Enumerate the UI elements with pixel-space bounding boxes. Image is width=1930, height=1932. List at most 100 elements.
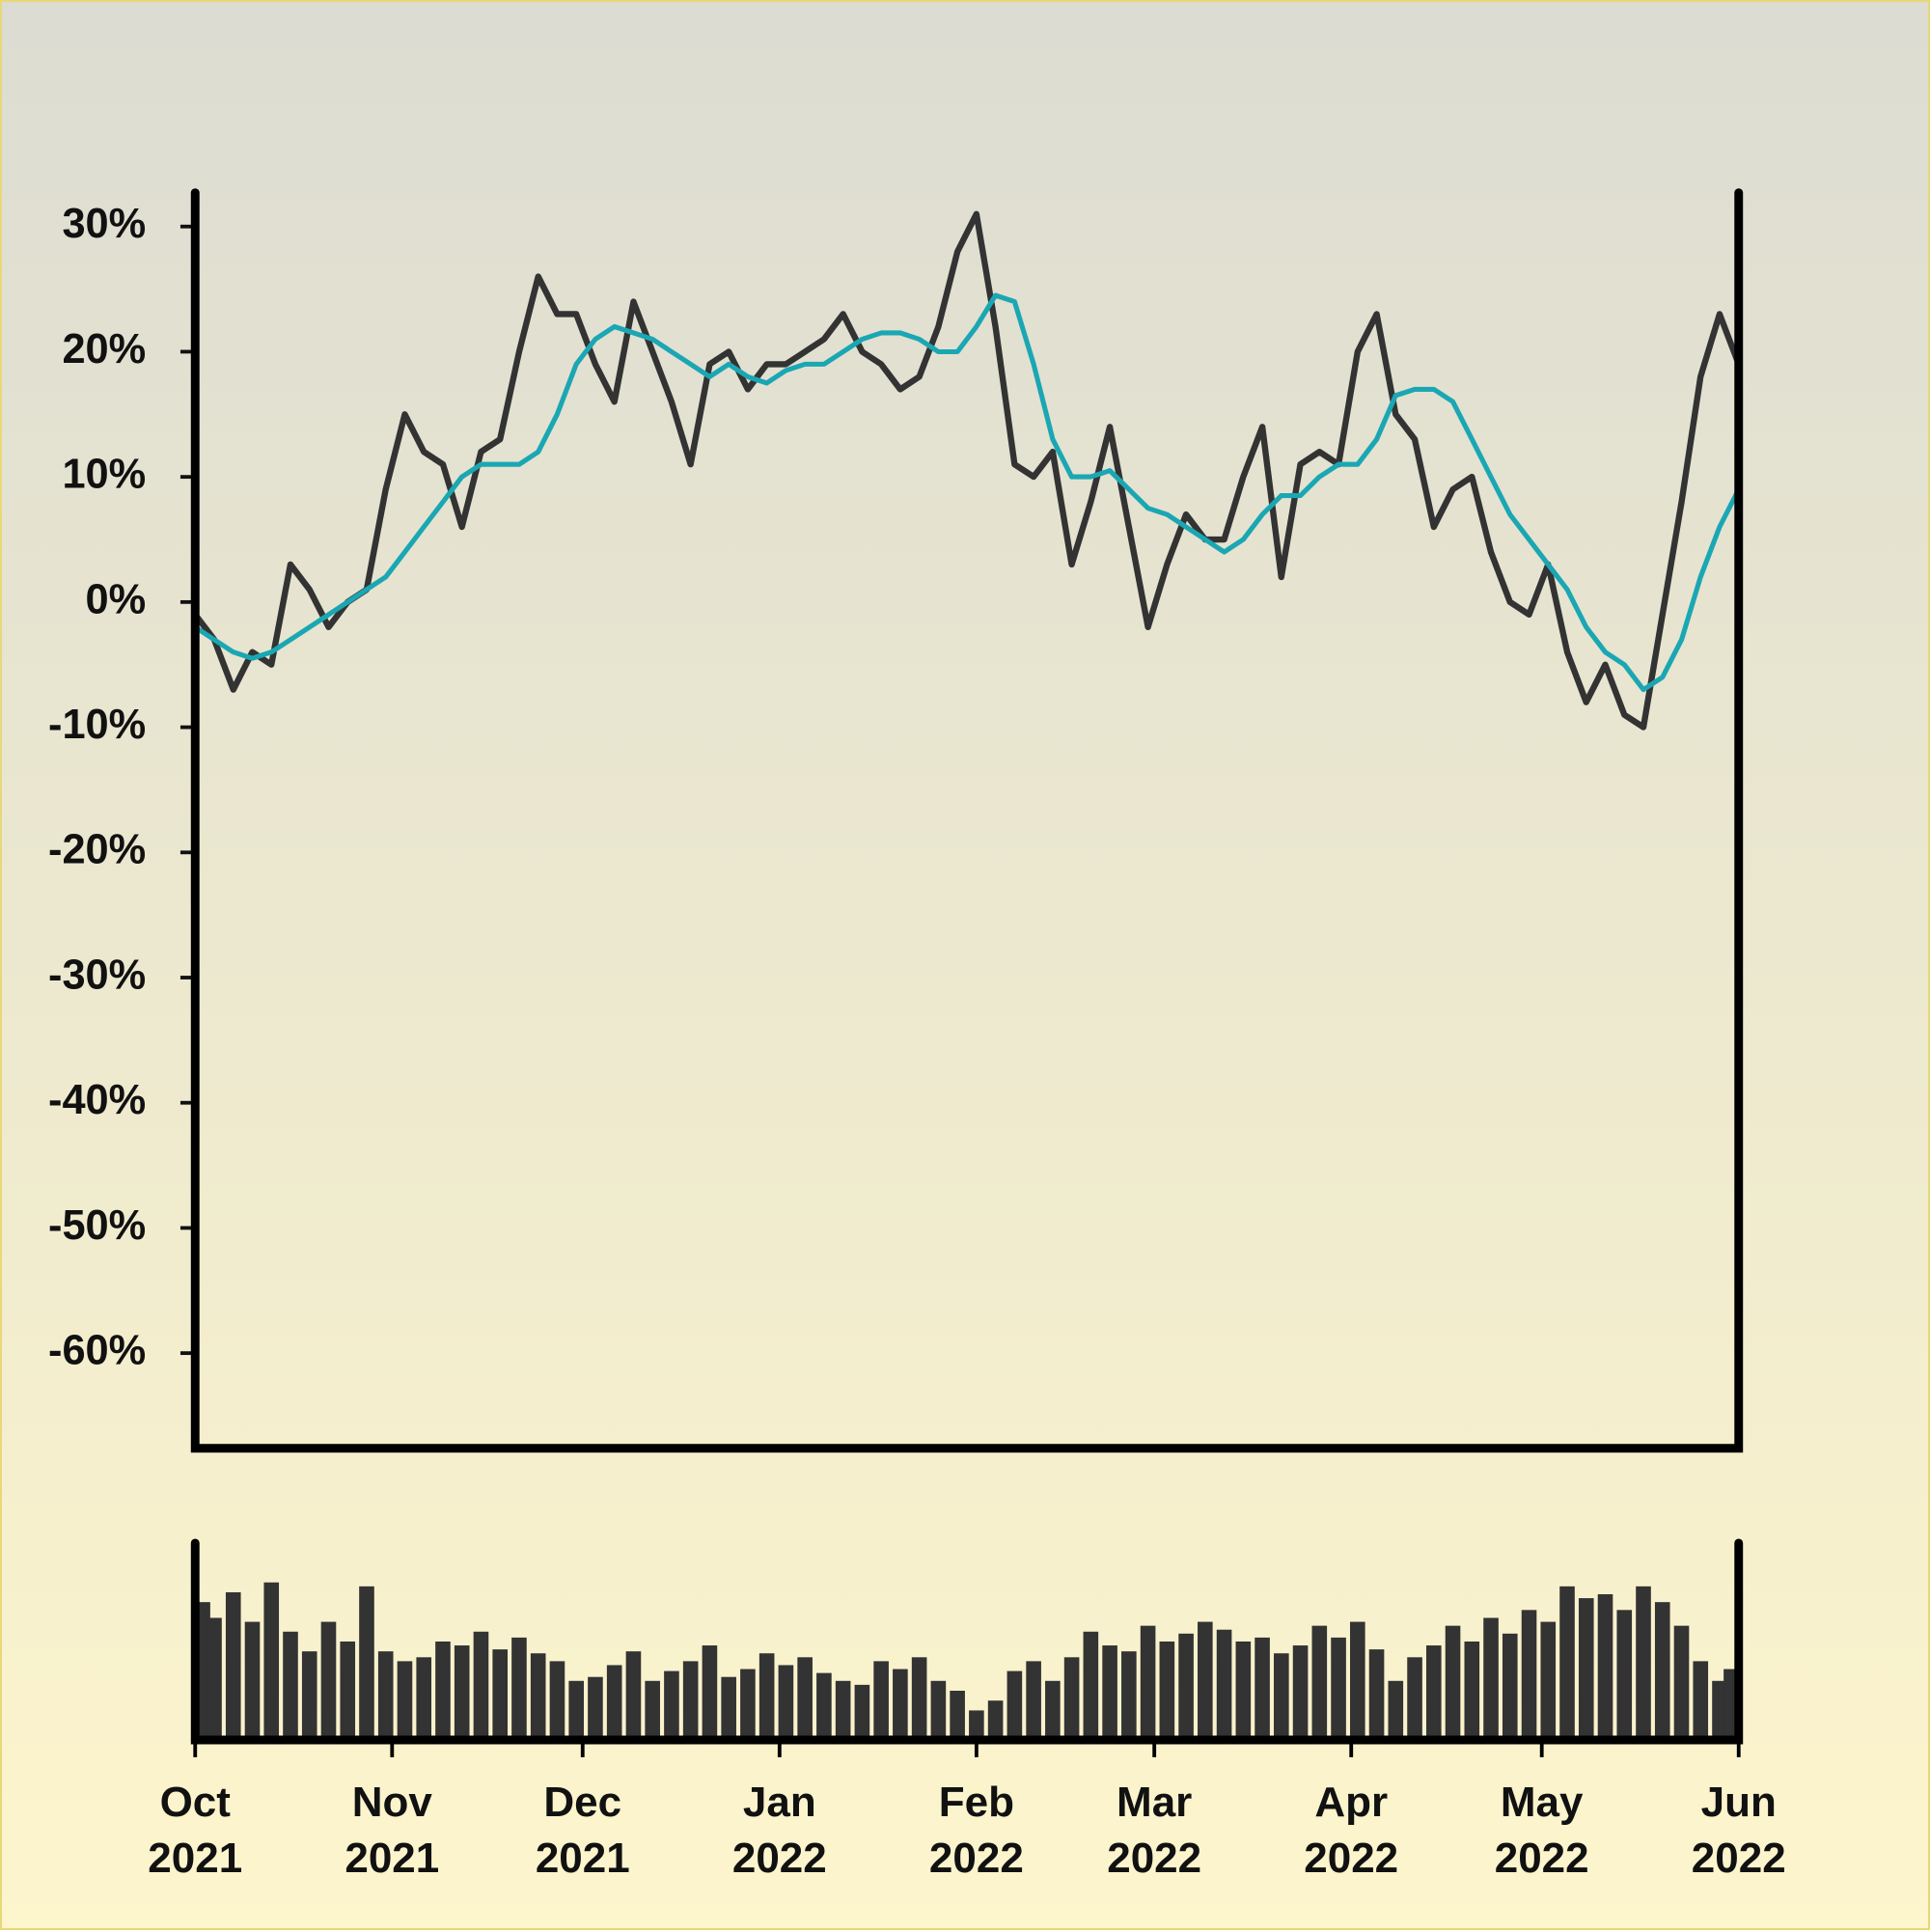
volume-bar (987, 1700, 1004, 1741)
volume-bar (283, 1631, 298, 1741)
y-tick-label: -60% (48, 1328, 146, 1374)
volume-bar (1045, 1680, 1061, 1741)
y-tick-label: -50% (48, 1202, 146, 1249)
volume-bar (263, 1582, 280, 1741)
volume-bar (1521, 1610, 1537, 1741)
axis-frame (190, 1538, 1744, 1745)
y-tick-label: 10% (62, 452, 146, 498)
axis-frame (190, 188, 1744, 1453)
y-tick-label: -10% (48, 702, 146, 748)
x-tick-label: Jan 2022 (731, 1778, 827, 1882)
volume-bar (645, 1680, 660, 1741)
volume-bar (1425, 1645, 1442, 1741)
volume-bar (854, 1684, 870, 1741)
x-tick-label: May 2022 (1494, 1778, 1589, 1882)
x-tick-label: Jun 2022 (1691, 1778, 1786, 1882)
volume-bar (1102, 1645, 1117, 1741)
x-tick-label: Nov 2021 (345, 1778, 440, 1882)
volume-bar (1292, 1645, 1309, 1741)
volume-bar (797, 1657, 813, 1741)
volume-bar (1368, 1649, 1385, 1741)
x-tick-label: Feb 2022 (928, 1778, 1024, 1882)
x-tick-label: Apr 2022 (1304, 1778, 1399, 1882)
x-tick-label: Dec 2021 (535, 1778, 630, 1882)
volume-bar (1350, 1621, 1365, 1741)
volume-bar (320, 1621, 337, 1741)
x-tick-label: Oct 2021 (148, 1778, 243, 1882)
volume-bar (244, 1621, 261, 1741)
x-tick-label: Mar 2022 (1107, 1778, 1202, 1882)
volume-bar (359, 1586, 374, 1741)
volume-bar (1121, 1651, 1137, 1741)
volume-bar (568, 1680, 584, 1741)
volume-bar (816, 1672, 832, 1741)
volume-bar (1331, 1637, 1346, 1741)
volume-bar (950, 1691, 965, 1741)
volume-bar (454, 1645, 470, 1741)
volume-bar (1083, 1631, 1099, 1741)
volume-bar (1616, 1610, 1633, 1741)
volume-bar (664, 1670, 679, 1741)
volume-bar (1311, 1625, 1328, 1741)
y-tick-label: 20% (62, 326, 146, 373)
volume-bar (1388, 1680, 1404, 1741)
volume-bar (1216, 1629, 1232, 1741)
volume-bar (606, 1665, 622, 1741)
volume-bar (416, 1657, 432, 1741)
volume-bar (911, 1657, 927, 1741)
y-tick-label: 30% (62, 201, 146, 247)
volume-bar (473, 1631, 489, 1741)
volume-bar (778, 1665, 794, 1741)
volume-bar (930, 1680, 947, 1741)
volume-bar (1636, 1586, 1651, 1741)
volume-bar (340, 1641, 356, 1741)
volume-bar (588, 1676, 603, 1741)
volume-bar (1445, 1625, 1461, 1741)
volume-bar (1464, 1641, 1480, 1741)
volume-bar (1198, 1621, 1213, 1741)
volume-bar (1026, 1661, 1041, 1741)
volume-bar (1235, 1641, 1252, 1741)
volume-bar (721, 1676, 736, 1741)
volume-bar (1559, 1586, 1575, 1741)
volume-bar (1274, 1653, 1289, 1741)
volume-bar (969, 1710, 984, 1741)
volume-bar (1140, 1625, 1156, 1741)
volume-bar (207, 1617, 222, 1741)
volume-bar (1673, 1625, 1690, 1741)
volume-bar (225, 1591, 241, 1741)
volume-bar (301, 1651, 317, 1741)
volume-bar (1654, 1602, 1670, 1741)
volume-bar (835, 1680, 851, 1741)
volume-bar (549, 1661, 565, 1741)
volume-bar (530, 1653, 546, 1741)
y-tick-label: -30% (48, 952, 146, 998)
volume-bar (435, 1641, 451, 1741)
volume-bar (1178, 1633, 1194, 1741)
volume-bar (1540, 1621, 1557, 1741)
series-line (192, 210, 1742, 731)
y-tick-label: 0% (86, 576, 147, 622)
volume-bar (1597, 1594, 1613, 1741)
volume-bar (873, 1661, 889, 1741)
volume-bar (893, 1669, 908, 1741)
series-line (193, 292, 1742, 693)
volume-bar (377, 1651, 394, 1741)
volume-bar (397, 1661, 413, 1741)
y-tick-label: -40% (48, 1077, 146, 1123)
volume-bar (1006, 1670, 1023, 1741)
volume-bar (1254, 1637, 1270, 1741)
volume-bar (758, 1653, 775, 1741)
volume-bar (625, 1651, 642, 1741)
volume-bar (1063, 1657, 1080, 1741)
volume-bar (740, 1669, 756, 1741)
volume-bar (1693, 1661, 1709, 1741)
volume-bar (1407, 1657, 1422, 1741)
volume-bar (492, 1649, 509, 1741)
volume-bar (1159, 1641, 1175, 1741)
y-tick-label: -20% (48, 827, 146, 873)
volume-bar (1483, 1617, 1499, 1741)
volume-bar (1712, 1680, 1727, 1741)
volume-bar (1502, 1633, 1518, 1741)
